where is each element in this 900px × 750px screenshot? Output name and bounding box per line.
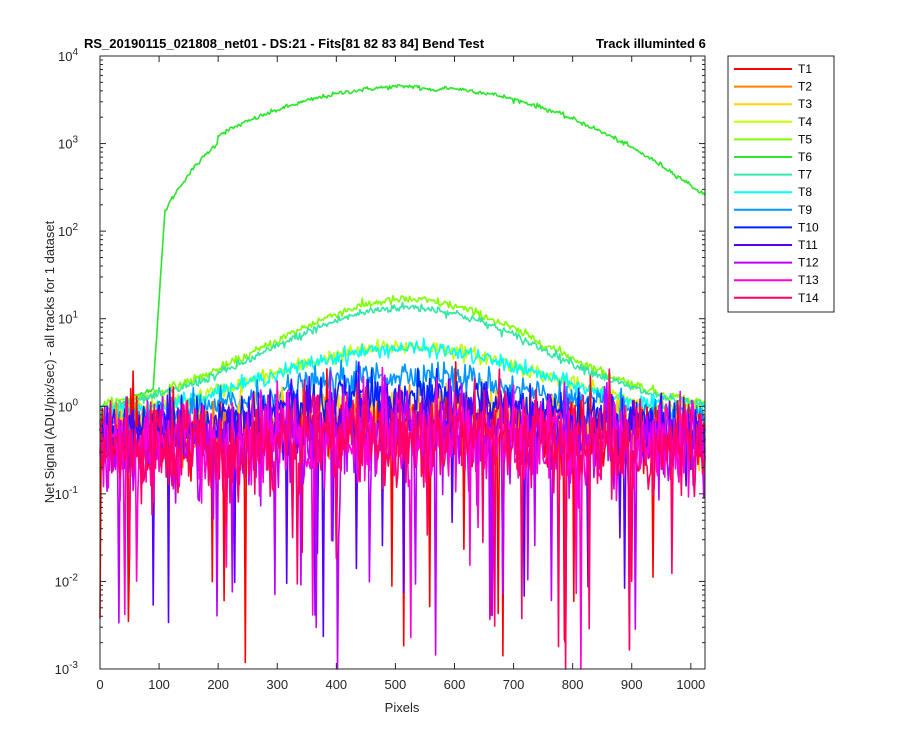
x-tick-label: 200: [207, 677, 229, 692]
y-tick-exponent: -3: [69, 660, 78, 671]
y-tick-label: 10-3: [55, 660, 79, 677]
legend-label-t14: T14: [798, 291, 819, 305]
series-line-t7: [99, 301, 706, 414]
y-tick-label: 101: [58, 310, 78, 327]
series-line-t14: [99, 368, 706, 670]
y-tick-base: 10: [58, 224, 72, 239]
y-tick-exponent: 1: [72, 310, 78, 321]
y-tick-base: 10: [58, 137, 72, 152]
x-tick-label: 900: [621, 677, 643, 692]
x-tick-label: 0: [96, 677, 103, 692]
y-tick-label: 102: [58, 222, 78, 239]
legend: T1 T2 T3 T4 T5 T6 T7 T8 T9 T10 T11 T12 T13 T14: [727, 55, 835, 313]
x-tick-label: 300: [266, 677, 288, 692]
legend-label-t4: T4: [798, 115, 812, 129]
y-tick-label: 100: [58, 397, 78, 414]
legend-items: T1 T2 T3 T4 T5 T6 T7 T8 T9 T10 T11 T12 T13 T14: [734, 62, 819, 305]
legend-label-t1: T1: [798, 62, 812, 76]
y-tick-base: 10: [55, 574, 69, 589]
y-tick-base: 10: [58, 399, 72, 414]
legend-label-t13: T13: [798, 273, 819, 287]
plot-area: 0 100 200 300 400 500 600 700 800 900 100010-310-2…: [55, 47, 706, 692]
chart-title-left: RS_20190115_021808_net01 - DS:21 - Fits[…: [84, 36, 485, 51]
x-tick-label: 400: [325, 677, 347, 692]
legend-label-t5: T5: [798, 132, 812, 146]
legend-label-t6: T6: [798, 150, 812, 164]
legend-label-t10: T10: [798, 220, 819, 234]
y-tick-label: 10-2: [55, 572, 79, 589]
x-tick-label: 500: [385, 677, 407, 692]
legend-label-t7: T7: [798, 168, 812, 182]
legend-label-t11: T11: [798, 238, 818, 252]
x-tick-label: 100: [148, 677, 170, 692]
y-tick-exponent: 3: [72, 135, 78, 146]
y-tick-base: 10: [55, 487, 69, 502]
y-tick-base: 10: [55, 662, 69, 677]
legend-label-t9: T9: [798, 203, 812, 217]
chart-title-right: Track illuminted 6: [596, 36, 706, 51]
x-axis-label: Pixels: [385, 700, 420, 715]
x-tick-label: 1000: [676, 677, 705, 692]
y-tick-exponent: 2: [72, 222, 78, 233]
x-tick-label: 600: [444, 677, 466, 692]
y-tick-exponent: -2: [69, 572, 78, 583]
ticks-layer: 0 100 200 300 400 500 600 700 800 900 100010-310-2…: [55, 47, 706, 692]
series-line-t13: [99, 366, 706, 670]
x-tick-label: 800: [562, 677, 584, 692]
legend-label-t8: T8: [798, 185, 812, 199]
legend-box: [727, 55, 835, 313]
axes-box: [99, 55, 706, 670]
y-tick-exponent: -1: [69, 485, 78, 496]
y-tick-exponent: 0: [72, 397, 78, 408]
y-axis-label: Net Signal (ADU/pix/sec) - all tracks fo…: [42, 220, 57, 503]
legend-label-t3: T3: [798, 97, 812, 111]
y-tick-base: 10: [58, 312, 72, 327]
y-tick-label: 103: [58, 135, 78, 152]
series-line-t5: [99, 294, 706, 411]
y-tick-exponent: 4: [72, 47, 78, 58]
series-layer: [99, 84, 706, 670]
series-line-t6: [99, 84, 706, 421]
y-tick-label: 104: [58, 47, 78, 64]
y-tick-label: 10-1: [55, 485, 79, 502]
legend-label-t2: T2: [798, 80, 812, 94]
y-tick-base: 10: [58, 49, 72, 64]
x-tick-label: 700: [503, 677, 525, 692]
axes-background: [100, 56, 705, 669]
legend-label-t12: T12: [798, 256, 819, 270]
